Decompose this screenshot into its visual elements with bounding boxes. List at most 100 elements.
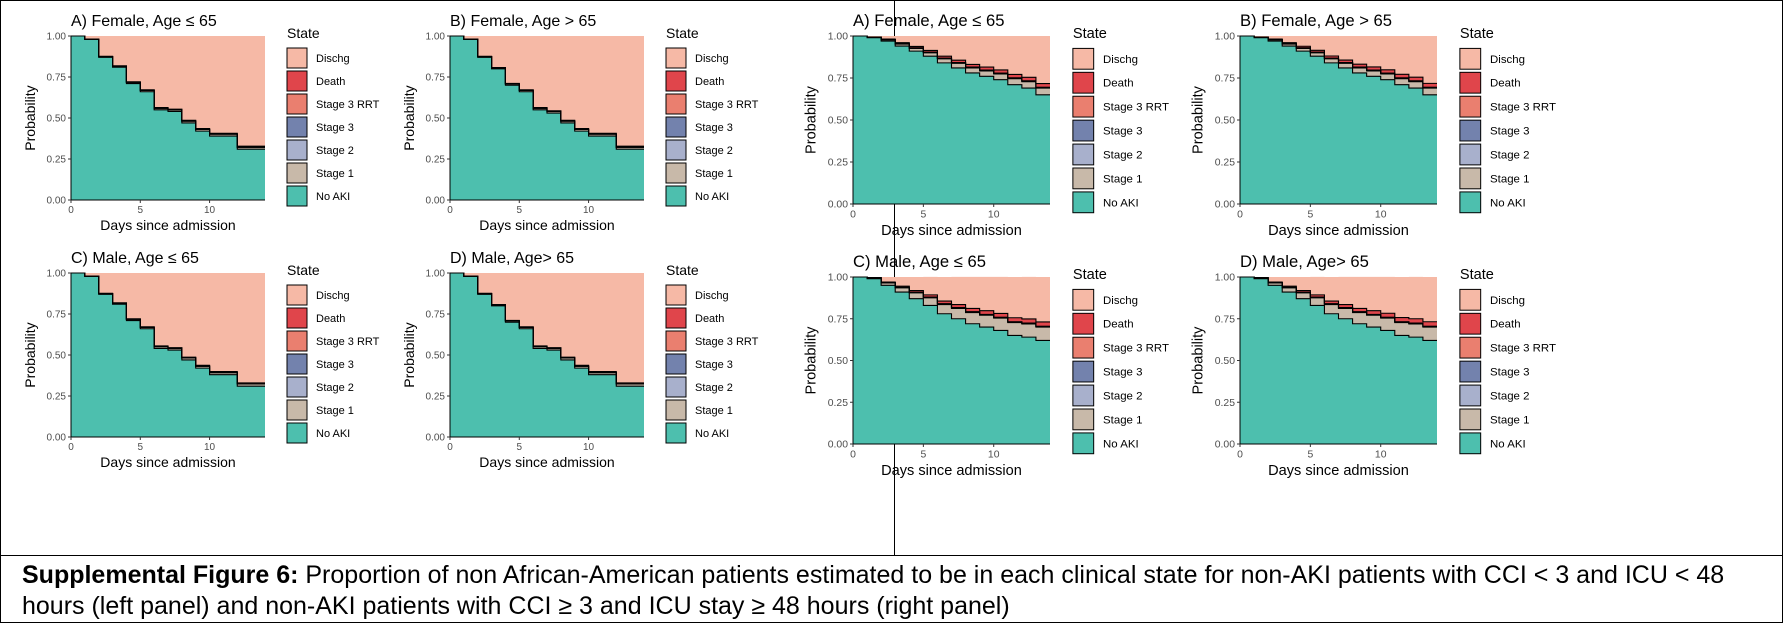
chart-panel-8: 0.00 0.25 0.50 0.75 1.00 0 5 10 D) Male, Age> 65…: [1191, 252, 1556, 479]
chart-panel-4: 0.00 0.25 0.50 0.75 1.00 0 5 10 D) Male, Age> 65…: [401, 250, 759, 470]
legend-label: Stage 3: [695, 359, 733, 371]
panel-title: C) Male, Age ≤ 65: [71, 250, 199, 267]
y-tick-label: 0.75: [47, 310, 67, 321]
legend-label: No AKI: [695, 191, 729, 203]
x-axis-label: Days since admission: [479, 217, 614, 233]
legend-label: Dischg: [695, 53, 729, 65]
y-tick-label: 0.50: [1215, 356, 1235, 367]
area-no-aki: [1240, 36, 1437, 204]
x-tick-label: 10: [583, 442, 595, 453]
legend-swatch-stage-2: [1072, 384, 1095, 407]
legend-swatch-stage-3-rrt: [1459, 336, 1482, 359]
legend-swatch-no-aki: [1459, 432, 1482, 455]
legend-swatch-death: [665, 307, 687, 329]
y-tick-label: 1.00: [47, 269, 67, 280]
y-tick-label: 0.25: [426, 155, 446, 166]
legend-label: Stage 3: [1490, 367, 1529, 379]
legend-swatch-stage-2: [665, 139, 687, 161]
y-tick-label: 0.00: [47, 196, 67, 207]
panel-title: A) Female, Age ≤ 65: [853, 11, 1004, 30]
legend-label: Stage 3 RRT: [1103, 343, 1169, 355]
legend-label: No AKI: [316, 428, 350, 440]
y-tick-label: 0.75: [47, 73, 67, 84]
legend-label: Death: [1103, 78, 1134, 90]
area-dischg: [450, 273, 644, 383]
legend-label: Stage 1: [316, 405, 354, 417]
legend-label: Stage 3: [695, 122, 733, 134]
x-tick-label: 0: [850, 210, 856, 221]
panel-title: B) Female, Age > 65: [1240, 11, 1392, 30]
y-tick-label: 0.50: [426, 351, 446, 362]
legend-label: Death: [1103, 319, 1134, 331]
y-tick-label: 0.00: [828, 200, 848, 211]
legend-label: Stage 2: [1103, 390, 1142, 402]
legend-swatch-stage-3: [286, 116, 308, 138]
y-tick-label: 0.75: [828, 74, 848, 85]
band-boundary-line: [853, 276, 1050, 323]
legend-swatch-stage-2: [286, 376, 308, 398]
legend-swatch-no-aki: [665, 422, 687, 444]
legend-swatch-stage-1: [665, 162, 687, 184]
x-tick-label: 0: [447, 205, 453, 216]
y-axis-label: Probability: [401, 85, 417, 150]
legend-swatch-dischg: [286, 284, 308, 306]
legend-label: Stage 2: [1490, 149, 1529, 161]
area-no-aki: [1240, 277, 1437, 444]
band-boundary-line: [853, 35, 1050, 96]
legend-swatch-stage-3: [665, 353, 687, 375]
legend-label: Stage 2: [695, 145, 733, 157]
legend-label: Stage 3: [1103, 126, 1142, 138]
legend-title: State: [1460, 26, 1494, 42]
legend-swatch-no-aki: [1459, 191, 1482, 214]
x-axis-label: Days since admission: [1268, 463, 1409, 479]
legend-swatch-death: [1459, 312, 1482, 335]
x-tick-label: 10: [1375, 210, 1387, 221]
legend-swatch-stage-3: [665, 116, 687, 138]
y-tick-label: 0.00: [828, 440, 848, 451]
panel-title: D) Male, Age> 65: [450, 250, 574, 267]
legend-title: State: [1073, 267, 1107, 283]
band-boundary-line: [450, 272, 644, 384]
y-tick-label: 0.00: [1215, 440, 1235, 451]
legend-label: Stage 3 RRT: [695, 99, 759, 111]
chart-panel-3: 0.00 0.25 0.50 0.75 1.00 0 5 10 C) Male, Age ≤ 6…: [22, 250, 380, 470]
y-tick-label: 0.50: [1215, 116, 1235, 127]
x-tick-label: 5: [1307, 210, 1313, 221]
x-tick-label: 5: [138, 205, 144, 216]
legend-swatch-stage-3: [1072, 360, 1095, 383]
y-tick-label: 0.50: [426, 114, 446, 125]
legend-swatch-no-aki: [665, 185, 687, 207]
area-no-aki: [853, 277, 1050, 444]
legend-label: Death: [695, 76, 724, 88]
y-axis-label: Probability: [401, 322, 417, 387]
legend-title: State: [1073, 26, 1107, 42]
caption-label: Supplemental Figure 6:: [22, 561, 299, 589]
y-tick-label: 0.00: [426, 196, 446, 207]
legend-label: No AKI: [1490, 197, 1526, 209]
legend-swatch-no-aki: [286, 422, 308, 444]
panel-title: B) Female, Age > 65: [450, 13, 596, 30]
x-tick-label: 5: [517, 442, 523, 453]
legend-swatch-stage-3: [286, 353, 308, 375]
legend-label: Stage 3: [316, 122, 354, 134]
y-tick-label: 0.25: [1215, 158, 1235, 169]
legend-swatch-stage-3-rrt: [286, 330, 308, 352]
legend-swatch-stage-2: [1459, 384, 1482, 407]
legend-swatch-no-aki: [286, 185, 308, 207]
y-tick-label: 1.00: [426, 32, 446, 43]
band-boundary-line: [71, 272, 265, 387]
x-axis-label: Days since admission: [1268, 223, 1409, 239]
area-dischg: [853, 276, 1050, 322]
area-dischg: [1240, 276, 1437, 322]
x-axis-label: Days since admission: [100, 454, 235, 470]
x-axis-label: Days since admission: [100, 217, 235, 233]
legend-swatch-stage-1: [665, 399, 687, 421]
legend-label: Death: [695, 313, 724, 325]
y-tick-label: 0.75: [426, 73, 446, 84]
legend-swatch-death: [1072, 71, 1095, 94]
legend-swatch-death: [665, 70, 687, 92]
legend-label: Stage 2: [1103, 149, 1142, 161]
band-boundary-line: [71, 35, 265, 147]
y-tick-label: 0.75: [426, 310, 446, 321]
band-boundary-line: [450, 35, 644, 150]
